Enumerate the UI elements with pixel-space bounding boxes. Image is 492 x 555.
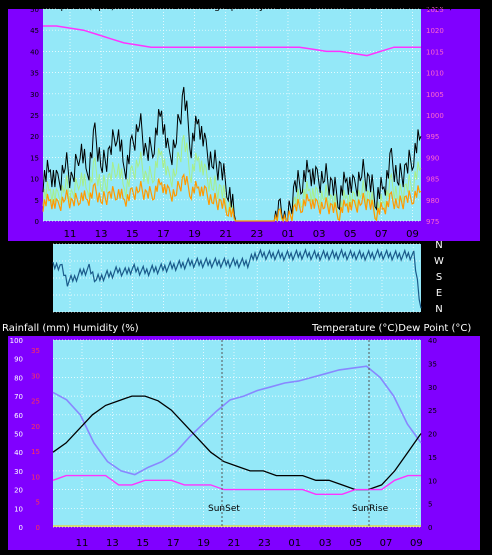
- temp-y-tick-label: 20: [428, 431, 437, 439]
- wind-x-tick-label: 11: [64, 229, 77, 240]
- wind-series: [42, 25, 422, 223]
- wind-y-tick-label: 40: [30, 48, 39, 56]
- humidity-series: [52, 365, 422, 476]
- barometer-axis-title: Barometer (hpa): [370, 1, 453, 12]
- wind-x-tick-label: 13: [95, 229, 108, 240]
- rain-y-tick-label: 0: [36, 524, 40, 532]
- sunset-label: SunSet: [208, 504, 240, 514]
- rain-y-tick-label: 25: [31, 398, 40, 406]
- temp-x-tick-label: 13: [106, 538, 119, 549]
- wind-y-tick-label: 5: [35, 197, 39, 205]
- humidity-y-tick-label: 80: [14, 374, 23, 382]
- wind-x-tick-label: 03: [313, 229, 326, 240]
- compass-label: N: [435, 240, 442, 251]
- rain-y-tick-label: 10: [31, 473, 40, 481]
- wind-y-tick-label: 10: [30, 176, 39, 184]
- temp-x-tick-label: 01: [288, 538, 301, 549]
- wind-y-tick-label: 0: [35, 218, 39, 226]
- wind-x-tick-label: 15: [126, 229, 139, 240]
- compass-label: N: [435, 304, 442, 315]
- humidity-y-tick-label: 50: [14, 431, 23, 439]
- compass-label: S: [436, 272, 442, 283]
- temp-y-tick-label: 35: [428, 360, 437, 368]
- dewpoint-series: [52, 474, 421, 495]
- wind-x-tick-label: 21: [219, 229, 232, 240]
- wind-y-tick-label: 35: [30, 70, 39, 78]
- rain-y-tick-label: 20: [31, 423, 40, 431]
- wind-x-tick-label: 19: [188, 229, 201, 240]
- temp-y-tick-label: 40: [428, 337, 437, 345]
- temp-x-tick-label: 11: [76, 538, 89, 549]
- baro-y-tick-label: 990: [426, 154, 439, 162]
- temp-x-tick-label: 09: [410, 538, 423, 549]
- baro-y-tick-label: 995: [426, 133, 439, 141]
- temp-dew-title: Temperature (°C)Dew Point (°C): [311, 323, 471, 334]
- humidity-y-tick-label: 100: [10, 337, 23, 345]
- temp-x-tick-label: 05: [349, 538, 362, 549]
- temp-y-tick-label: 0: [428, 524, 432, 532]
- wind-y-tick-label: 15: [30, 154, 39, 162]
- rain-y-tick-label: 35: [31, 347, 40, 355]
- temp-x-tick-label: 23: [258, 538, 271, 549]
- tick-labels: 11 13 15 17 19 21 23 01 03 05 07 090510152025303540…: [10, 6, 444, 549]
- humidity-y-tick-label: 0: [19, 524, 23, 532]
- direction-series: [52, 247, 422, 309]
- compass-label: W: [434, 256, 444, 267]
- temp-x-tick-label: 03: [319, 538, 332, 549]
- baro-y-tick-label: 1020: [426, 27, 444, 35]
- baro-y-tick-label: 1000: [426, 112, 444, 120]
- wind-direction-series: [52, 247, 422, 309]
- wind-gust-series: [42, 86, 422, 222]
- baro-y-tick-label: 985: [426, 176, 439, 184]
- wind-y-tick-label: 45: [30, 27, 39, 35]
- baro-y-tick-label: 1015: [426, 48, 444, 56]
- wind-x-tick-label: 09: [406, 229, 419, 240]
- rain-y-tick-label: 30: [31, 372, 40, 380]
- wind-x-tick-label: 17: [157, 229, 170, 240]
- rain-y-tick-label: 15: [31, 448, 40, 456]
- humidity-y-tick-label: 60: [14, 412, 23, 420]
- humidity-y-tick-label: 20: [14, 487, 23, 495]
- barometer-series: [43, 25, 421, 57]
- wind-x-tick-label: 01: [282, 229, 295, 240]
- wind-y-tick-label: 25: [30, 112, 39, 120]
- rain-humidity-title: Rainfall (mm) Humidity (%): [2, 323, 139, 334]
- temp-x-tick-label: 19: [197, 538, 210, 549]
- wind-x-tick-label: 23: [250, 229, 263, 240]
- temp-series: [52, 365, 422, 527]
- humidity-y-tick-label: 70: [14, 393, 23, 401]
- baro-y-tick-label: 975: [426, 218, 439, 226]
- rain-y-tick-label: 5: [36, 499, 40, 507]
- temp-y-tick-label: 30: [428, 384, 437, 392]
- baro-y-tick-label: 980: [426, 197, 439, 205]
- temp-x-tick-label: 21: [228, 538, 241, 549]
- wind-x-tick-label: 07: [375, 229, 388, 240]
- humidity-y-tick-label: 40: [14, 449, 23, 457]
- baro-y-tick-label: 1010: [426, 70, 444, 78]
- temp-y-tick-label: 25: [428, 407, 437, 415]
- wind-y-tick-label: 30: [30, 91, 39, 99]
- humidity-y-tick-label: 90: [14, 356, 23, 364]
- humidity-y-tick-label: 10: [14, 505, 23, 513]
- temp-x-tick-label: 17: [167, 538, 180, 549]
- wind-axis-title: Windspeed (kph): [30, 1, 115, 12]
- graph-title: 24 hour graph day : 18 November 2018: [172, 1, 371, 12]
- temp-y-tick-label: 10: [428, 477, 437, 485]
- baro-y-tick-label: 1005: [426, 91, 444, 99]
- baro-y-tick-label: 1025: [426, 6, 444, 14]
- wind-y-tick-label: 50: [30, 6, 39, 14]
- humidity-y-tick-label: 30: [14, 468, 23, 476]
- temp-y-tick-label: 5: [428, 501, 432, 509]
- sunrise-label: SunRise: [352, 504, 389, 514]
- temp-x-tick-label: 15: [136, 538, 149, 549]
- compass-label: E: [436, 288, 442, 299]
- wind-x-tick-label: 05: [344, 229, 357, 240]
- temp-x-tick-label: 07: [380, 538, 393, 549]
- temp-y-tick-label: 15: [428, 454, 437, 462]
- wind-y-tick-label: 20: [30, 133, 39, 141]
- wind-average-series: [42, 173, 422, 223]
